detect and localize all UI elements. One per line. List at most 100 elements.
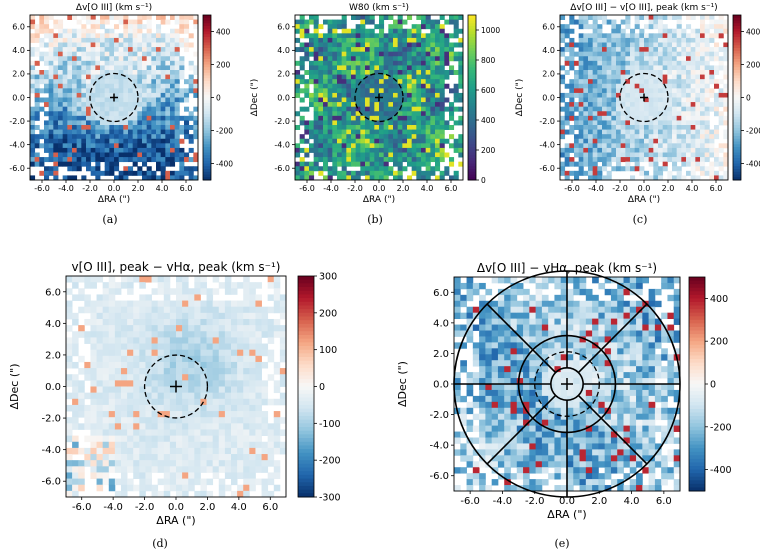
colorbar-step [733,174,741,178]
heatmap-cell [625,111,631,117]
heatmap-cell [212,460,220,467]
heatmap-cell [714,175,720,181]
heatmap-cell [163,435,171,443]
heatmap-cell [102,441,110,449]
colorbar-step [468,53,476,57]
heatmap-cell [261,484,269,492]
heatmap-cell [616,56,622,62]
heatmap-cell [163,478,171,486]
heatmap-cell [634,102,640,108]
heatmap-cell [90,28,96,34]
heatmap-cell [444,106,450,112]
heatmap-cell [200,300,207,308]
heatmap-cell [174,70,180,75]
heatmap-cell [460,282,467,290]
heatmap-cell [188,134,194,140]
heatmap-cell [95,33,101,39]
heatmap-cell [578,170,584,176]
heatmap-cell [200,337,207,344]
heatmap-cell [249,386,256,394]
heatmap-cell [634,157,640,163]
heatmap-cell [676,47,682,53]
heatmap-cell [327,134,333,140]
heatmap-cell [714,134,720,140]
heatmap-cell [676,97,682,103]
heatmap-cell [160,157,166,163]
heatmap-cell [163,441,171,449]
heatmap-cell [332,115,338,121]
heatmap-cell [261,423,269,430]
heatmap-cell [569,51,575,57]
heatmap-cell [616,60,622,66]
heatmap-cell [109,28,115,34]
heatmap-cell [323,74,329,80]
heatmap-cell [383,125,389,130]
heatmap-cell [249,447,256,455]
heatmap-cell [163,343,171,351]
heatmap-cell [341,111,347,117]
heatmap-cell [157,417,165,424]
heatmap-cell [662,15,668,20]
heatmap-cell [681,138,687,144]
heatmap-cell [318,56,324,62]
heatmap-cell [346,134,352,140]
heatmap-cell [351,161,357,167]
heatmap-cell [695,92,701,98]
colorbar-step [733,89,741,93]
heatmap-cell [723,92,729,98]
heatmap-cell [709,47,715,53]
heatmap-cell [690,106,696,112]
heatmap-cell [58,138,64,144]
heatmap-cell [578,15,584,20]
heatmap-cell [170,175,176,181]
heatmap-cell [444,152,450,158]
heatmap-cell [95,37,101,43]
heatmap-cell [182,325,189,332]
heatmap-cell [332,51,338,57]
heatmap-cell [44,102,50,108]
heatmap-cell [104,115,110,121]
heatmap-cell [108,300,116,308]
colorbar-step [733,23,741,27]
heatmap-cell [714,65,720,71]
heatmap-cell [704,42,710,48]
heatmap-cell [379,175,385,181]
heatmap-cell [718,92,724,98]
heatmap-cell [90,79,96,85]
heatmap-cell [323,125,329,130]
heatmap-cell [332,28,338,34]
heatmap-cell [323,120,329,126]
heatmap-cell [146,143,152,149]
heatmap-cell [200,417,207,424]
heatmap-cell [44,97,50,103]
heatmap-cell [72,435,79,443]
heatmap-cell [243,460,250,467]
heatmap-cell [602,138,608,144]
heatmap-cell [700,42,706,48]
heatmap-cell [592,24,598,30]
heatmap-cell [588,51,594,57]
heatmap-cell [165,19,171,25]
heatmap-cell [560,79,566,85]
heatmap-cell [323,60,329,66]
heatmap-cell [34,70,40,75]
y-tick-label: 2.0 [45,350,61,361]
heatmap-cell [700,106,706,112]
heatmap-cell [460,366,467,373]
heatmap-cell [402,138,408,144]
heatmap-cell [407,115,413,121]
colorbar-step [203,83,211,87]
heatmap-cell [48,79,54,85]
panel-c: -6.0 -4.0 -2.0 0.0 2.0 4.0 6.0-6.0-4.0-2.00.02… [515,3,760,226]
heatmap-cell [639,120,645,126]
heatmap-cell [170,74,176,80]
heatmap-cell [602,15,608,20]
heatmap-cell [695,60,701,66]
colorbar-step [468,42,476,46]
heatmap-cell [606,175,612,181]
heatmap-cell [174,42,180,48]
heatmap-cell [165,79,171,85]
heatmap-cell [574,152,580,158]
colorbar-step [733,133,741,137]
heatmap-cell [108,276,116,283]
